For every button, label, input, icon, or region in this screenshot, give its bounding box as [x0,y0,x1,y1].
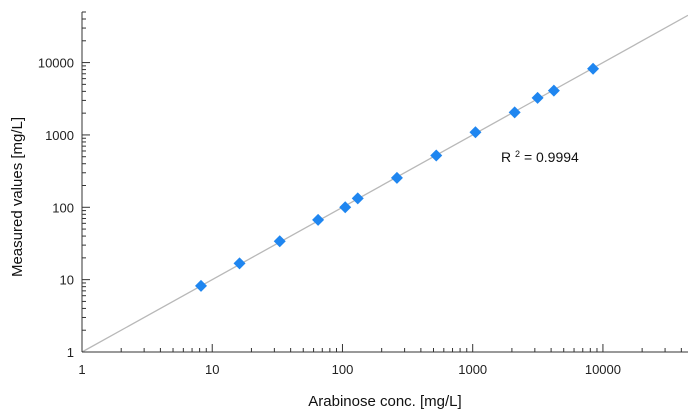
r-squared-annotation: R 2 = 0.9994 [501,149,579,165]
data-point [195,279,208,292]
data-point [390,171,403,184]
data-point [547,84,560,97]
y-axis-title: Measured values [mg/L] [9,117,26,277]
fit-line [81,14,688,353]
y-tick-label: 1000 [45,128,74,143]
x-tick-label: 100 [332,362,354,377]
y-tick-label: 10 [60,273,74,288]
x-tick-label: 10 [205,362,219,377]
data-point [531,91,544,104]
x-axis-title: Arabinose conc. [mg/L] [308,393,461,410]
fit-line-layer [81,14,688,353]
data-point [469,126,482,139]
x-tick-label: 1000 [458,362,487,377]
axes [81,11,688,353]
y-tick-label: 10000 [38,56,74,71]
data-point [339,201,352,214]
x-tick-label: 10000 [585,362,621,377]
data-point [351,192,364,205]
r-squared-superscript: 2 [515,149,520,159]
data-points [195,62,600,292]
data-point [312,213,325,226]
data-point [233,257,246,270]
x-tick-label: 1 [78,362,85,377]
data-point [273,235,286,248]
y-tick-label: 1 [67,345,74,360]
data-point [430,149,443,162]
y-tick-label: 100 [52,200,74,215]
tick-labels: 1 10 100 1000 10000 1 10 100 1000 10000 [38,56,621,377]
r-squared-base: R [501,149,511,165]
r-squared-value: = 0.9994 [524,149,579,165]
data-point [587,62,600,75]
data-point [508,106,521,119]
